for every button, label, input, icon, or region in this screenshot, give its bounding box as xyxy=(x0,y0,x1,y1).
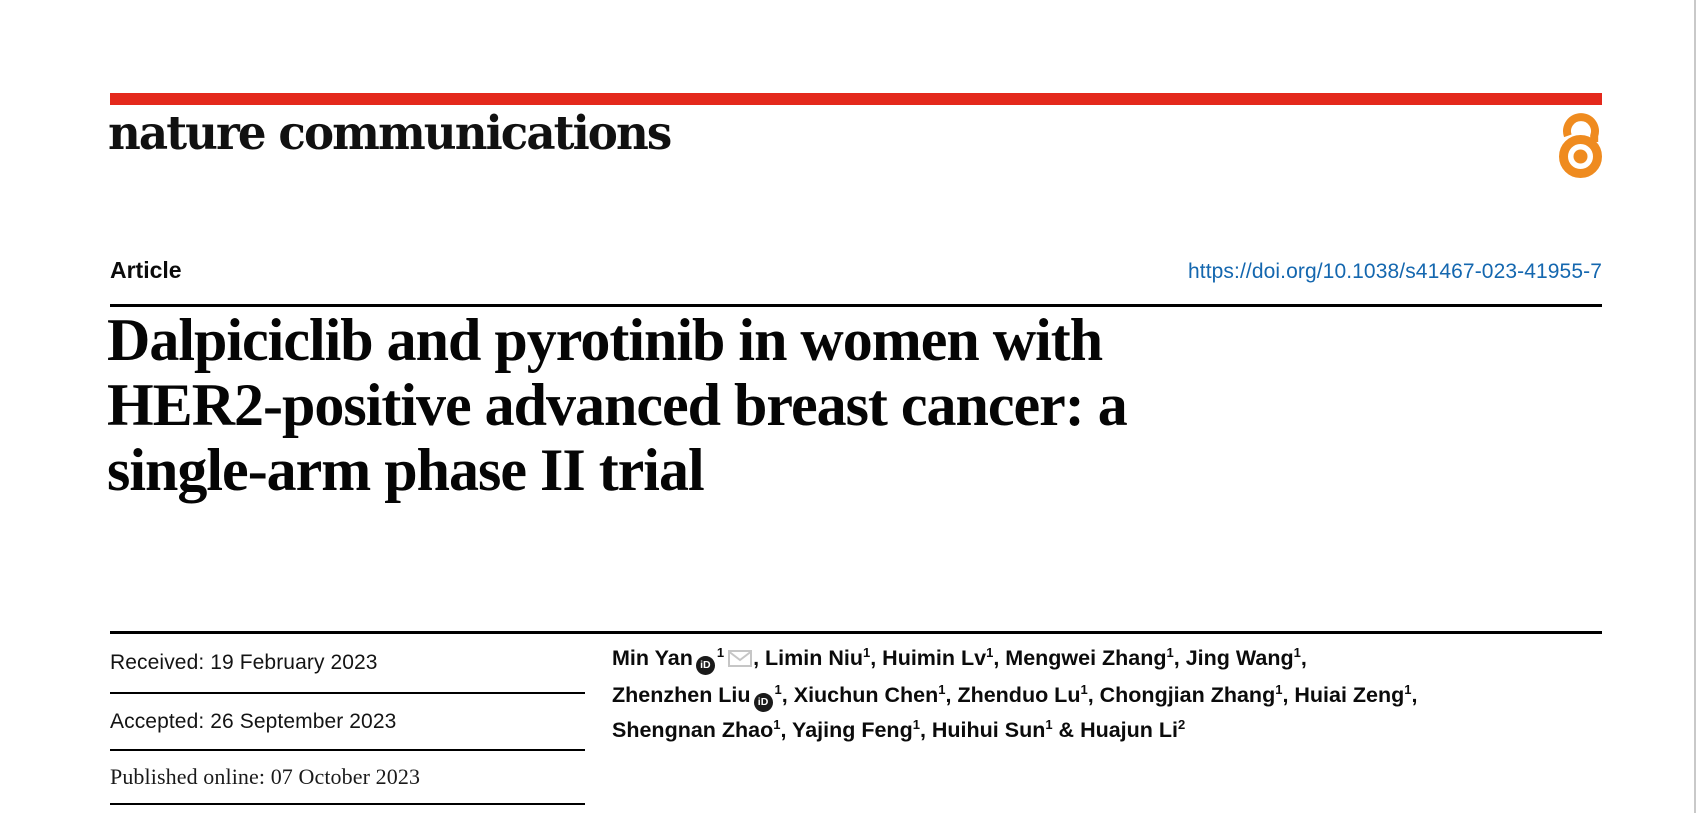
orcid-icon[interactable]: iD xyxy=(695,656,715,675)
author-name: Shengnan Zhao xyxy=(612,718,774,742)
article-history-box: Received: 19 February 2023 Accepted: 26 … xyxy=(110,634,585,805)
author-affiliation-sup: 1 xyxy=(1275,682,1283,697)
author-affiliation-sup: 1 xyxy=(912,717,920,732)
author-name: Jing Wang xyxy=(1185,646,1294,670)
open-access-icon xyxy=(1558,111,1603,184)
author-name: Zhenduo Lu xyxy=(957,683,1081,707)
email-envelope-icon[interactable] xyxy=(728,643,753,678)
author-affiliation-sup: 1 xyxy=(938,682,946,697)
author-name: Limin Niu xyxy=(765,646,863,670)
author-separator: , xyxy=(945,683,958,707)
rule-above-history-authors xyxy=(110,631,1602,634)
history-received: Received: 19 February 2023 xyxy=(110,634,585,694)
author-affiliation-sup: 1 xyxy=(1080,682,1088,697)
page-title-line-1: Dalpiciclib and pyrotinib in women with xyxy=(107,307,1103,373)
author-separator: , xyxy=(1282,683,1295,707)
author-name: Huimin Lv xyxy=(882,646,987,670)
author-name: Mengwei Zhang xyxy=(1005,646,1167,670)
author-name: Yajing Feng xyxy=(792,718,913,742)
author-affiliation-sup: 1 xyxy=(716,645,725,660)
history-accepted: Accepted: 26 September 2023 xyxy=(110,694,585,751)
history-published-online: Published online: 07 October 2023 xyxy=(110,751,585,805)
page-right-edge-divider xyxy=(1694,0,1696,813)
author-name: Chongjian Zhang xyxy=(1099,683,1276,707)
author-name: Xiuchun Chen xyxy=(793,683,939,707)
author-line: Min Yan iD1, Limin Niu1, Huimin Lv1, Meng… xyxy=(612,641,1522,678)
author-name: Huihui Sun xyxy=(931,718,1046,742)
page-title: Dalpiciclib and pyrotinib in women with … xyxy=(107,308,1447,503)
author-list: Min Yan iD1, Limin Niu1, Huimin Lv1, Meng… xyxy=(612,641,1522,748)
page-title-line-3: single-arm phase II trial xyxy=(107,437,705,503)
article-meta-row: Article https://doi.org/10.1038/s41467-0… xyxy=(110,255,1602,287)
author-separator: , xyxy=(1087,683,1100,707)
author-affiliation-sup: 1 xyxy=(862,645,871,660)
author-separator: , xyxy=(870,646,883,670)
author-affiliation-sup: 1 xyxy=(1045,717,1053,732)
author-name: Huiai Zeng xyxy=(1294,683,1405,707)
page-title-line-2: HER2-positive advanced breast cancer: a xyxy=(107,372,1128,438)
author-affiliation-sup: 2 xyxy=(1178,717,1186,732)
author-affiliation-sup: 1 xyxy=(986,645,994,660)
journal-logo: nature communications xyxy=(108,106,672,161)
rule-under-article-row xyxy=(110,304,1602,307)
author-separator: , xyxy=(1411,683,1418,707)
doi-link[interactable]: https://doi.org/10.1038/s41467-023-41955… xyxy=(1187,260,1602,283)
author-line: Zhenzhen Liu iD1, Xiuchun Chen1, Zhenduo … xyxy=(612,678,1522,713)
author-separator: , xyxy=(753,646,766,670)
author-name: Zhenzhen Liu xyxy=(612,683,751,707)
author-separator: , xyxy=(993,646,1006,670)
author-affiliation-sup: 1 xyxy=(1166,645,1174,660)
author-separator: & xyxy=(1052,718,1081,742)
author-affiliation-sup: 1 xyxy=(1293,645,1301,660)
author-affiliation-sup: 1 xyxy=(773,717,781,732)
author-line: Shengnan Zhao1, Yajing Feng1, Huihui Sun… xyxy=(612,713,1522,748)
author-affiliation-sup: 1 xyxy=(774,682,782,697)
author-affiliation-sup: 1 xyxy=(1404,682,1412,697)
author-separator: , xyxy=(781,683,794,707)
author-name: Huajun Li xyxy=(1080,718,1178,742)
orcid-icon[interactable]: iD xyxy=(753,693,773,712)
author-separator: , xyxy=(919,718,932,742)
author-separator: , xyxy=(1300,646,1307,670)
author-name: Min Yan xyxy=(612,646,693,670)
author-separator: , xyxy=(1173,646,1186,670)
author-separator: , xyxy=(780,718,793,742)
brand-red-bar xyxy=(110,93,1602,105)
article-type-label: Article xyxy=(110,257,182,283)
